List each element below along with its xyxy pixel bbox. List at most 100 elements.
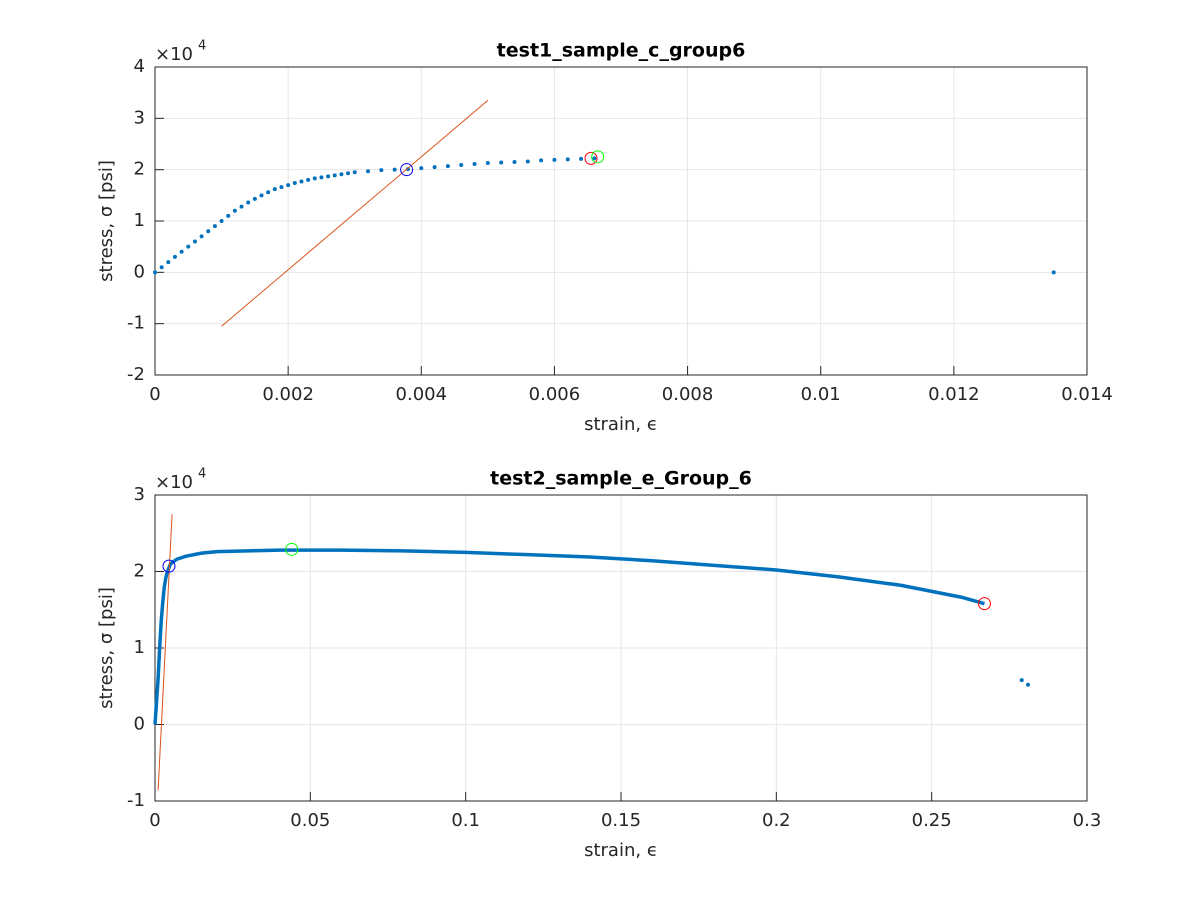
x-tick-label: 0.008 <box>662 384 714 405</box>
data-point <box>512 159 517 164</box>
marker-circle <box>977 597 991 611</box>
series-line <box>153 548 985 725</box>
data-point <box>485 160 490 165</box>
chart-title: test1_sample_c_group6 <box>497 40 746 62</box>
x-tick-label: 0.012 <box>928 384 980 405</box>
data-point <box>246 200 251 205</box>
x-tick-label: 0 <box>149 810 160 831</box>
series-line <box>221 99 489 327</box>
data-point <box>445 164 450 169</box>
data-point <box>472 162 477 167</box>
x-tick-label: 0 <box>149 384 160 405</box>
data-point <box>226 213 231 218</box>
marker-circle <box>584 151 598 165</box>
y-tick-label: 3 <box>134 107 145 128</box>
data-point <box>319 175 324 180</box>
data-point <box>299 179 304 184</box>
data-point <box>392 167 397 172</box>
data-point <box>172 254 177 259</box>
data-point <box>339 172 344 177</box>
y-axis-label: stress, σ [psi] <box>96 160 117 282</box>
data-point <box>252 196 257 201</box>
y-tick-label: -1 <box>127 313 145 334</box>
data-point <box>219 219 224 223</box>
data-point <box>552 157 557 162</box>
chart-title: test2_sample_e_Group_6 <box>490 468 752 490</box>
x-tick-label: 0.014 <box>1061 384 1113 405</box>
data-point <box>199 234 204 239</box>
data-point <box>326 174 331 179</box>
data-point <box>525 159 530 164</box>
data-point <box>286 183 291 188</box>
marker-circle <box>591 150 605 164</box>
axes-box <box>154 66 1088 376</box>
data-point <box>1019 678 1024 683</box>
marker-circle <box>400 163 414 177</box>
data-point <box>499 160 504 165</box>
y-tick-label: 4 <box>134 56 145 77</box>
data-point <box>419 166 424 171</box>
y-tick-label: 3 <box>134 484 145 505</box>
x-tick-label: 0.002 <box>262 384 314 405</box>
axes-box <box>154 494 1088 802</box>
data-point <box>565 157 570 162</box>
y-tick-label: 0 <box>134 261 145 282</box>
x-tick-label: 0.006 <box>529 384 581 405</box>
y-tick-label: 0 <box>134 714 145 735</box>
marker-circle <box>162 559 176 573</box>
data-point <box>206 229 211 234</box>
data-point <box>405 167 410 172</box>
data-point <box>159 265 164 270</box>
data-point <box>432 165 437 170</box>
data-point <box>232 208 237 213</box>
data-point <box>459 163 464 168</box>
y-exponent: 4 <box>198 467 206 482</box>
x-tick-label: 0.3 <box>1073 810 1102 831</box>
x-tick-label: 0.05 <box>290 810 330 831</box>
y-exponent: 4 <box>198 39 206 54</box>
data-point <box>352 170 357 175</box>
y-tick-label: -2 <box>127 364 145 385</box>
data-point <box>1025 682 1030 687</box>
x-axis-label: strain, ϵ <box>584 414 658 435</box>
data-point <box>579 156 584 161</box>
data-point <box>179 249 184 254</box>
data-point <box>279 185 284 190</box>
y-tick-label: 2 <box>134 159 145 180</box>
data-point <box>186 244 191 249</box>
y-tick-label: -1 <box>127 790 145 811</box>
y-axis-label: stress, σ [psi] <box>96 587 117 709</box>
data-point <box>212 224 217 229</box>
x-tick-label: 0.25 <box>912 810 952 831</box>
data-point <box>346 171 351 176</box>
marker-circle <box>285 542 299 556</box>
data-point <box>332 173 337 178</box>
x-tick-label: 0.01 <box>801 384 841 405</box>
y-tick-label: 1 <box>134 210 145 231</box>
data-point <box>166 260 171 265</box>
data-point <box>379 168 384 173</box>
data-point <box>153 270 157 275</box>
x-tick-label: 0.15 <box>601 810 641 831</box>
data-point <box>366 169 371 174</box>
data-point <box>539 158 544 163</box>
data-point <box>312 176 317 181</box>
x-tick-label: 0.2 <box>762 810 791 831</box>
data-point <box>259 193 264 198</box>
y-tick-label: 2 <box>134 561 145 582</box>
data-point <box>192 239 197 244</box>
data-point <box>306 177 311 182</box>
data-point <box>239 204 244 209</box>
x-tick-label: 0.004 <box>396 384 448 405</box>
data-point <box>272 187 277 192</box>
y-multiplier: ×10 <box>155 472 193 493</box>
y-multiplier: ×10 <box>155 44 193 65</box>
data-point <box>266 190 271 195</box>
data-point <box>1051 270 1056 275</box>
data-point <box>592 156 597 161</box>
x-tick-label: 0.1 <box>451 810 480 831</box>
y-tick-label: 1 <box>134 637 145 658</box>
data-point <box>292 181 297 186</box>
x-axis-label: strain, ϵ <box>584 840 658 861</box>
